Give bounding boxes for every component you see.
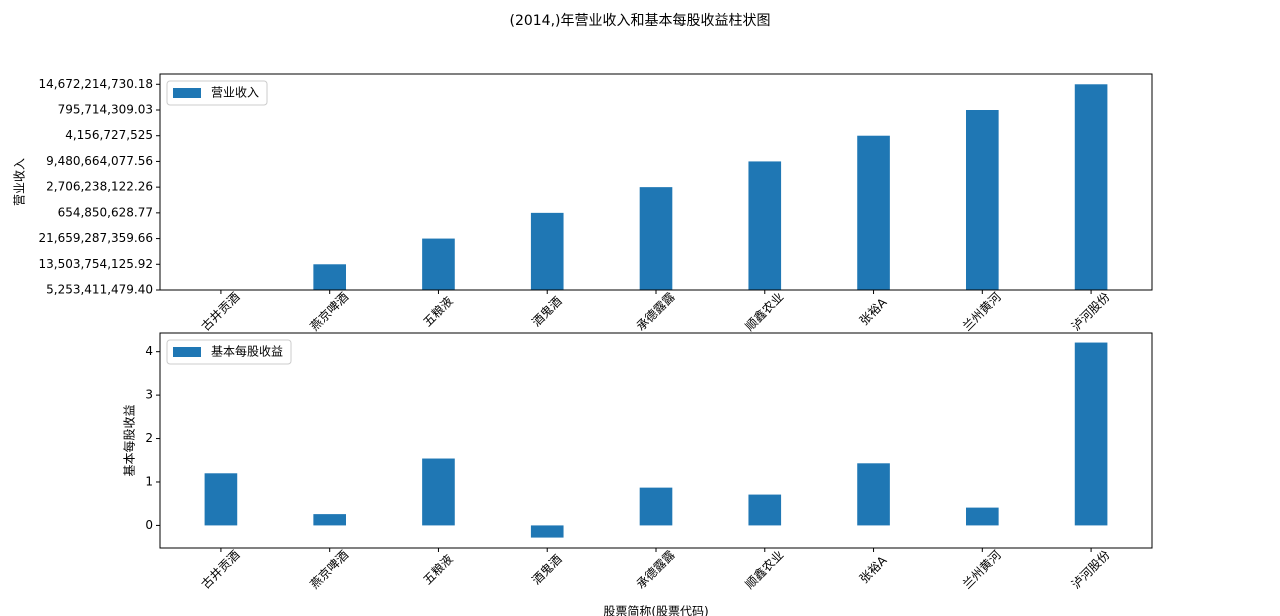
y-tick-label: 0	[145, 518, 153, 532]
x-axis-label: 股票简称(股票代码)	[603, 605, 708, 616]
bar	[313, 514, 346, 526]
x-tick-label: 古井贡酒	[198, 289, 243, 334]
figure-title: (2014,)年营业收入和基本每股收益柱状图	[509, 12, 770, 29]
bar	[748, 494, 782, 526]
x-tick-label: 顺鑫农业	[742, 547, 787, 592]
bar	[966, 110, 999, 290]
legend: 基本每股收益	[166, 339, 292, 365]
legend-swatch	[173, 88, 201, 98]
legend-label: 营业收入	[211, 86, 259, 100]
x-tick-label: 张裕A	[856, 552, 890, 586]
y-tick-label: 2,706,238,122.26	[46, 180, 153, 194]
y-tick-label: 4,156,727,525	[65, 128, 153, 142]
x-tick-label: 五粮液	[420, 293, 456, 329]
x-tick-label: 酒鬼酒	[528, 293, 564, 329]
x-tick-label: 泸河股份	[1069, 290, 1113, 334]
bar	[422, 458, 455, 526]
x-tick-label: 张裕A	[856, 294, 890, 328]
y-tick-label: 2	[145, 431, 153, 445]
y-tick-label: 4	[145, 344, 153, 358]
bar	[748, 161, 782, 290]
bar	[639, 187, 673, 290]
legend: 营业收入	[166, 80, 268, 106]
x-tick-label: 承德露露	[633, 289, 678, 334]
x-tick-label: 泸河股份	[1069, 548, 1113, 592]
y-tick-label: 9,480,664,077.56	[46, 154, 153, 168]
x-tick-label: 顺鑫农业	[742, 289, 787, 334]
axes: 5,253,411,479.40 13,503,754,125.92 21,659,…	[13, 73, 1153, 334]
x-tick-label: 五粮液	[420, 551, 456, 587]
y-tick-label: 654,850,628.77	[58, 205, 153, 219]
y-tick-label: 3	[145, 388, 153, 402]
legend-swatch	[173, 347, 201, 357]
bar	[1074, 342, 1108, 526]
legend-label: 基本每股收益	[211, 344, 283, 359]
y-axis-label: 营业收入	[13, 158, 27, 206]
axes-frame	[159, 332, 1153, 549]
y-tick-label: 14,672,214,730.18	[38, 77, 153, 91]
bar	[966, 507, 999, 526]
bar	[530, 525, 564, 538]
x-tick-label: 燕京啤酒	[307, 547, 352, 592]
y-tick-label: 795,714,309.03	[58, 103, 153, 117]
y-tick-label: 21,659,287,359.66	[38, 231, 153, 245]
axes-frame	[159, 73, 1153, 291]
axes: 0 1 2 3 4 古井贡酒 燕京啤酒 五粮液 酒鬼酒 承德露露 顺鑫农业 张裕A 兰州黄河 泸河股份 基本…	[122, 332, 1153, 616]
y-tick-label: 13,503,754,125.92	[38, 257, 153, 271]
x-tick-label: 古井贡酒	[198, 547, 243, 592]
bar	[530, 212, 564, 290]
bar	[422, 238, 455, 290]
bar	[204, 473, 238, 526]
y-axis-label: 基本每股收益	[122, 404, 137, 476]
x-tick-label: 兰州黄河	[960, 548, 1004, 592]
bar	[639, 487, 673, 526]
x-tick-label: 承德露露	[633, 547, 678, 592]
y-tick-label: 5,253,411,479.40	[46, 283, 153, 297]
x-tick-label: 燕京啤酒	[307, 289, 352, 334]
bar	[857, 463, 890, 526]
x-tick-label: 兰州黄河	[960, 290, 1004, 334]
x-tick-label: 酒鬼酒	[528, 551, 564, 587]
bar	[1074, 84, 1108, 291]
y-tick-label: 1	[145, 474, 153, 488]
bar	[857, 135, 890, 290]
legend-frame	[166, 80, 268, 106]
legend-frame	[166, 339, 292, 365]
bar	[313, 264, 346, 290]
